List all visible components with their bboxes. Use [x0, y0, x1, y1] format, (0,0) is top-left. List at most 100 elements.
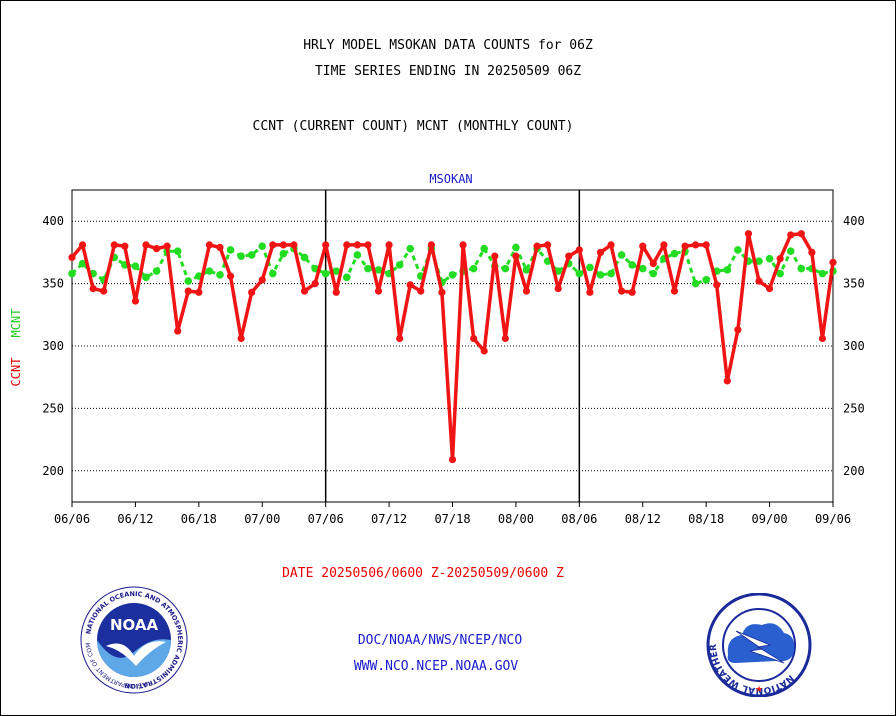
ccnt-point [195, 288, 203, 296]
mcnt-point [448, 271, 457, 279]
x-tick-label: 07/00 [244, 512, 280, 526]
mcnt-point [247, 251, 256, 259]
ccnt-point [152, 245, 161, 253]
ccnt-point [522, 287, 531, 295]
mcnt-point [512, 243, 520, 252]
mcnt-point [723, 266, 732, 274]
mcnt-point [142, 273, 150, 282]
ccnt-point [744, 230, 753, 238]
x-tick-label: 09/00 [752, 512, 788, 526]
mcnt-point [321, 269, 330, 278]
chart-title-line-2: TIME SERIES ENDING IN 20250509 06Z [314, 64, 582, 79]
ccnt-point [459, 241, 467, 249]
ccnt-point [470, 334, 478, 343]
station-name: MSOKAN [429, 172, 473, 186]
mcnt-point [734, 246, 742, 254]
ccnt-point [184, 287, 192, 295]
website-link[interactable]: WWW.NCO.NCEP.NOAA.GOV [353, 659, 519, 674]
mcnt-point [78, 259, 87, 268]
ccnt-point [374, 287, 383, 295]
mcnt-point [596, 271, 605, 279]
y-tick-label-right: 250 [843, 401, 865, 415]
ccnt-point [438, 288, 446, 296]
ccnt-point [427, 241, 435, 249]
ccnt-point [142, 241, 150, 249]
nws-star-icon: ★ [755, 685, 763, 695]
ccnt-point [205, 241, 214, 249]
ccnt-point [818, 334, 827, 343]
ccnt-point [237, 334, 245, 343]
mcnt-point [649, 269, 658, 278]
ccnt-point [269, 241, 277, 249]
mcnt-point [131, 262, 140, 270]
y-axis-label-mcnt: MCNT [9, 308, 23, 338]
ccnt-point [364, 241, 372, 249]
mcnt-point [406, 244, 415, 253]
y-tick-label-left: 200 [42, 464, 64, 478]
ccnt-point [723, 377, 731, 385]
ccnt-point [596, 248, 605, 256]
mcnt-point [818, 269, 827, 278]
ccnt-point [639, 242, 647, 250]
ccnt-point [575, 246, 583, 254]
x-tick-label: 08/18 [688, 512, 724, 526]
x-tick-label: 06/18 [181, 512, 217, 526]
ccnt-point [765, 284, 774, 293]
ccnt-point [322, 241, 330, 249]
ccnt-point [660, 241, 668, 249]
mcnt-point [670, 249, 679, 258]
noaa-logo-text: NOAA [110, 616, 159, 634]
ccnt-point [533, 242, 541, 250]
x-tick-label: 07/12 [371, 512, 407, 526]
ccnt-point [691, 241, 700, 249]
ccnt-series [68, 230, 837, 464]
ccnt-point [787, 231, 795, 239]
ccnt-point [311, 280, 319, 288]
x-tick-label: 09/06 [815, 512, 851, 526]
mcnt-point [216, 271, 224, 279]
ccnt-point [808, 248, 816, 256]
x-tick-label: 06/12 [117, 512, 153, 526]
ccnt-point [89, 284, 97, 293]
noaa-logo: NOAA NATIONAL OCEANIC AND ATMOSPHERIC AD… [80, 586, 188, 694]
mcnt-point [797, 264, 806, 273]
mcnt-point [237, 252, 245, 260]
mcnt-point [617, 251, 626, 259]
mcnt-point [755, 257, 763, 265]
y-tick-label-right: 300 [843, 339, 865, 353]
mcnt-series [68, 242, 837, 288]
y-tick-label-right: 400 [843, 214, 865, 228]
x-tick-label: 08/06 [561, 512, 597, 526]
mcnt-point [269, 269, 277, 278]
chart-subtitle: CCNT (CURRENT COUNT) MCNT (MONTHLY COUNT… [252, 119, 574, 134]
mcnt-point [364, 264, 372, 273]
ccnt-point [628, 288, 636, 296]
ccnt-point [829, 258, 837, 266]
mcnt-point [343, 273, 351, 282]
ccnt-point [406, 281, 414, 289]
mcnt-point [554, 267, 562, 275]
mcnt-point [152, 267, 161, 275]
mcnt-point [226, 246, 235, 254]
date-range: DATE 20250506/0600 Z-20250509/0600 Z [282, 566, 564, 581]
ccnt-point [797, 230, 805, 238]
y-axis-label-ccnt: CCNT [9, 357, 23, 387]
ccnt-point [353, 241, 361, 249]
mcnt-point [480, 244, 489, 253]
x-tick-label: 08/12 [625, 512, 661, 526]
ccnt-point [290, 241, 298, 249]
mcnt-point [765, 254, 774, 263]
ccnt-point [734, 326, 742, 334]
ccnt-point [163, 242, 171, 250]
tick-labels: 200 200 250 250 300 300 350 350 400 400 06/06 06/12… [42, 214, 864, 526]
ccnt-point [448, 455, 457, 464]
ccnt-point [544, 241, 552, 249]
mcnt-point [374, 266, 383, 274]
ccnt-point [554, 284, 562, 293]
gridlines [72, 220, 833, 472]
y-tick-label-left: 300 [42, 339, 64, 353]
chart-title-line-1: HRLY MODEL MSOKAN DATA COUNTS for 06Z [303, 38, 593, 53]
mcnt-point [691, 279, 700, 288]
mcnt-point [469, 264, 478, 273]
mcnt-point [353, 251, 362, 259]
